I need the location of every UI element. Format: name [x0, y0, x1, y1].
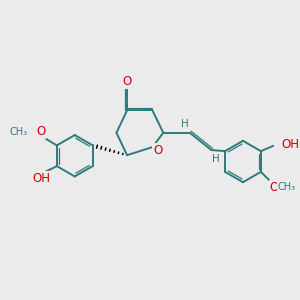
Text: O: O [122, 75, 132, 88]
Text: O: O [36, 125, 46, 138]
Text: H: H [181, 119, 188, 129]
Text: CH₃: CH₃ [9, 127, 28, 136]
Text: OH: OH [32, 172, 50, 185]
Text: O: O [269, 181, 278, 194]
Text: CH₃: CH₃ [278, 182, 296, 192]
Text: H: H [212, 154, 220, 164]
Text: OH: OH [282, 138, 300, 151]
Text: O: O [153, 144, 162, 157]
